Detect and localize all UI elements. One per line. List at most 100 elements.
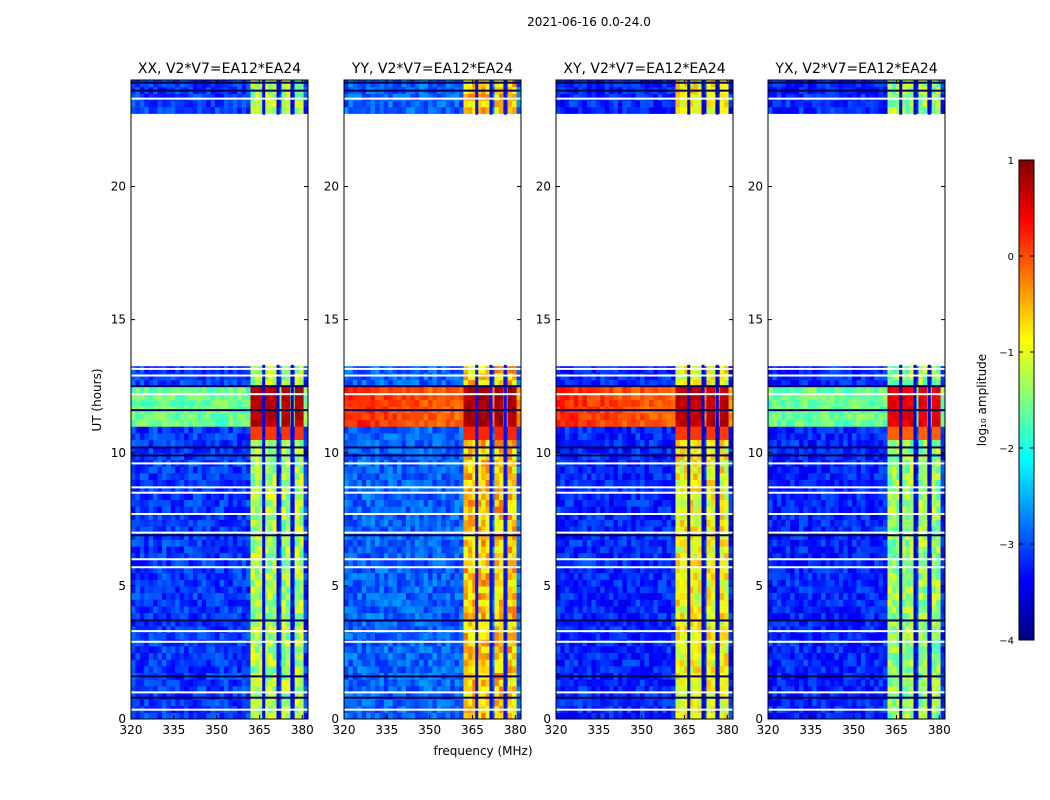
- data-cell: [215, 472, 221, 480]
- data-cell: [228, 106, 234, 114]
- data-cell: [303, 486, 308, 494]
- data-cell: [157, 632, 163, 640]
- data-cell: [436, 579, 442, 587]
- data-cell: [366, 93, 372, 101]
- data-cell: [197, 605, 203, 614]
- data-cell: [410, 426, 416, 434]
- data-cell: [215, 619, 221, 627]
- data-cell: [640, 679, 646, 687]
- data-cell: [223, 579, 229, 587]
- data-cell: [366, 565, 372, 574]
- data-cell: [232, 432, 238, 441]
- data-cell: [445, 539, 451, 547]
- data-cell: [498, 619, 504, 627]
- data-cell: [281, 512, 287, 520]
- data-cell: [241, 632, 247, 640]
- data-cell: [441, 559, 447, 567]
- data-cell: [507, 572, 513, 580]
- data-cell: [609, 685, 615, 693]
- data-cell: [419, 466, 425, 474]
- data-cell: [498, 539, 504, 547]
- data-cell: [432, 519, 438, 527]
- data-cell: [201, 552, 207, 560]
- data-cell: [379, 559, 385, 567]
- data-cell: [268, 559, 274, 567]
- data-cell: [135, 559, 141, 567]
- data-cell: [490, 612, 496, 620]
- data-cell: [410, 612, 416, 620]
- data-cell: [564, 692, 570, 700]
- data-cell: [131, 625, 137, 634]
- data-cell: [490, 519, 496, 527]
- data-cell: [374, 519, 380, 527]
- data-cell: [170, 599, 176, 607]
- data-cell: [219, 412, 225, 421]
- data-cell: [268, 512, 274, 520]
- data-cell: [472, 392, 478, 401]
- data-cell: [348, 392, 354, 401]
- dark-row: [131, 454, 308, 457]
- data-cell: [184, 592, 190, 600]
- data-cell: [272, 645, 278, 654]
- data-cell: [144, 565, 150, 574]
- data-cell: [237, 539, 243, 547]
- flagged-row: [131, 491, 308, 494]
- data-cell: [153, 492, 159, 500]
- data-cell: [206, 559, 212, 567]
- data-cell: [179, 506, 185, 514]
- data-cell: [481, 519, 487, 527]
- data-cell: [454, 632, 460, 640]
- data-cell: [201, 479, 207, 487]
- data-cell: [414, 612, 420, 620]
- data-cell: [131, 499, 137, 507]
- data-cell: [441, 399, 447, 407]
- data-cell: [250, 612, 256, 620]
- data-cell: [410, 486, 416, 494]
- data-cell: [485, 499, 491, 507]
- data-cell: [246, 599, 252, 607]
- data-cell: [166, 592, 172, 600]
- data-cell: [481, 93, 487, 101]
- data-cell: [383, 506, 389, 514]
- data-cell: [401, 665, 407, 674]
- data-cell: [161, 539, 167, 547]
- data-cell: [228, 506, 234, 514]
- data-cell: [188, 625, 194, 634]
- data-cell: [131, 479, 137, 487]
- data-cell: [463, 659, 469, 667]
- data-cell: [410, 625, 416, 634]
- data-cell: [631, 712, 637, 719]
- data-cell: [494, 565, 500, 574]
- data-cell: [441, 419, 447, 427]
- data-cell: [374, 652, 380, 660]
- data-cell: [268, 592, 274, 600]
- data-cell: [277, 652, 283, 660]
- data-cell: [410, 439, 416, 447]
- data-cell: [232, 379, 238, 387]
- data-cell: [463, 466, 469, 474]
- data-cell: [166, 645, 172, 654]
- data-cell: [135, 679, 141, 687]
- data-cell: [498, 412, 504, 421]
- data-cell: [153, 599, 159, 607]
- data-cell: [379, 399, 385, 407]
- data-cell: [232, 599, 238, 607]
- data-cell: [268, 472, 274, 480]
- data-cell: [485, 479, 491, 487]
- data-cell: [344, 499, 350, 507]
- data-cell: [210, 665, 216, 674]
- data-cell: [237, 419, 243, 427]
- data-cell: [361, 386, 367, 394]
- data-cell: [671, 685, 677, 693]
- data-cell: [432, 585, 438, 594]
- data-cell: [135, 519, 141, 527]
- data-cell: [246, 659, 252, 667]
- data-cell: [246, 699, 252, 707]
- data-cell: [161, 426, 167, 434]
- data-cell: [237, 479, 243, 487]
- data-cell: [272, 432, 278, 441]
- data-cell: [241, 685, 247, 693]
- data-cell: [201, 679, 207, 687]
- data-cell: [166, 665, 172, 674]
- data-cell: [445, 426, 451, 434]
